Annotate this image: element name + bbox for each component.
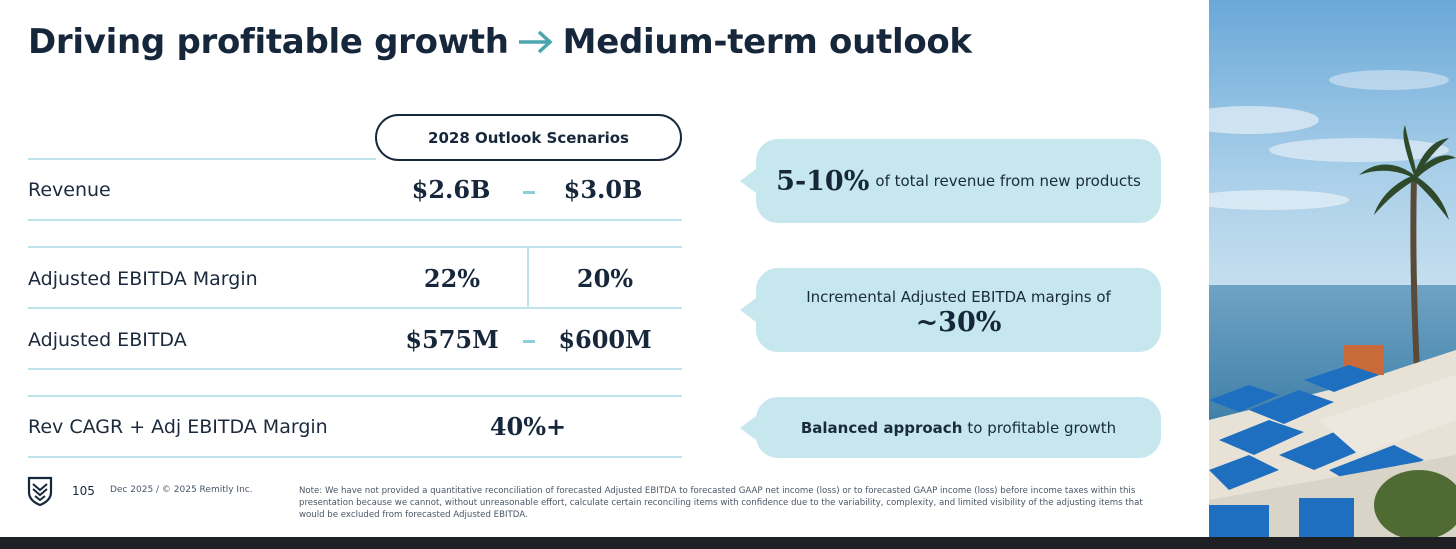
margin-high-value: 20% [576,264,634,293]
scenario-header-pill: 2028 Outlook Scenarios [375,114,682,161]
page-number: 105 [72,484,95,498]
cagr-value: 40%+ [489,412,567,441]
callout-new-products-text: of total revenue from new products [875,172,1141,190]
revenue-low-value: $2.6B [411,175,491,204]
divider [28,307,682,309]
row-label-cagr: Rev CAGR + Adj EBITDA Margin [28,416,328,438]
row-label-ebitda: Adjusted EBITDA [28,329,187,351]
divider [28,246,682,248]
callout-incremental-figure: ~30% [915,307,1002,338]
callout-new-products-figure: 5-10% [776,165,870,197]
footer-date: Dec 2025 / © 2025 Remitly Inc. [110,485,253,495]
range-dash [523,340,535,343]
row-label-margin: Adjusted EBITDA Margin [28,268,258,290]
callout-incremental-text: Incremental Adjusted EBITDA margins of [806,288,1111,306]
callout-balanced-text: to profitable growth [967,418,1117,437]
arrow-right-icon [518,30,553,54]
coastal-photo [1209,0,1456,537]
range-dash [523,191,535,194]
ebitda-high-value: $600M [558,325,652,354]
page-title: Driving profitable growth Medium-term ou… [28,18,972,66]
remitly-shield-logo-icon [27,476,53,506]
column-divider [527,247,529,308]
revenue-high-value: $3.0B [563,175,643,204]
callout-balanced-approach: Balanced approach to profitable growth [740,397,1161,458]
title-left: Driving profitable growth [28,22,509,62]
title-right: Medium-term outlook [562,22,972,62]
callout-new-products: 5-10% of total revenue from new products [740,139,1161,223]
bottom-bar [0,537,1456,549]
callout-incremental-margin: Incremental Adjusted EBITDA margins of ~… [740,268,1161,352]
footer-note: Note: We have not provided a quantitativ… [299,486,1143,520]
row-label-revenue: Revenue [28,179,111,201]
divider [28,368,682,370]
coastal-photo-illustration [1209,0,1456,537]
callout-balanced-bold: Balanced approach [800,418,963,437]
divider [28,158,376,160]
ebitda-low-value: $575M [405,325,499,354]
slide: Driving profitable growth Medium-term ou… [27,18,1161,520]
divider [28,456,682,458]
divider [28,219,682,221]
divider [28,395,682,397]
margin-low-value: 22% [423,264,481,293]
